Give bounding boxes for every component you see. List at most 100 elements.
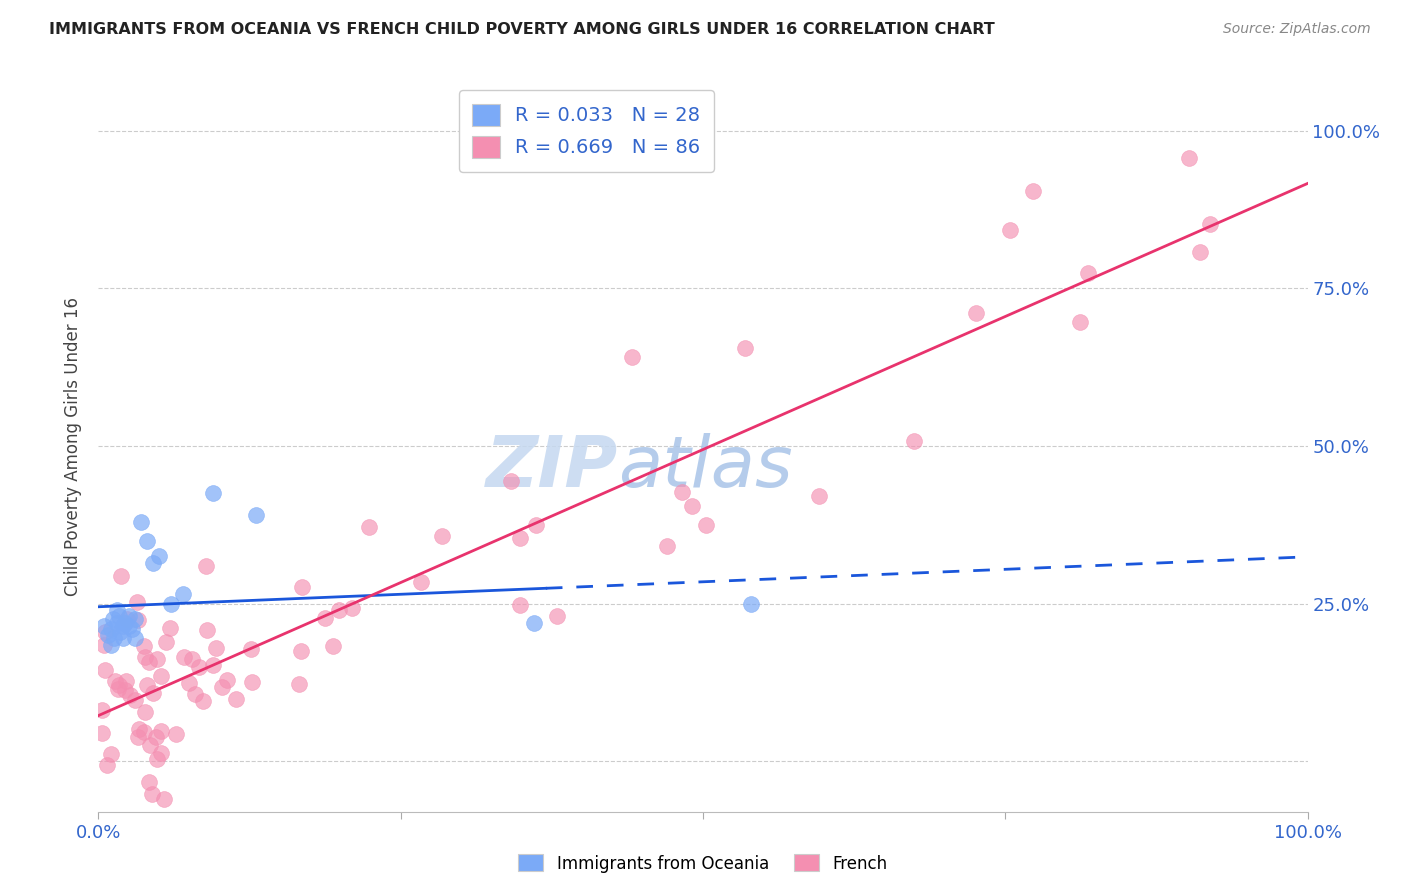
Point	[202, 486, 225, 500]
Point	[146, 752, 169, 766]
Point	[160, 597, 183, 611]
Point	[501, 475, 523, 489]
Point	[114, 673, 136, 688]
Point	[965, 306, 987, 320]
Point	[118, 618, 141, 632]
Point	[93, 638, 115, 652]
Point	[155, 634, 177, 648]
Y-axis label: Child Poverty Among Girls Under 16: Child Poverty Among Girls Under 16	[65, 296, 83, 596]
Point	[432, 529, 454, 543]
Point	[108, 609, 131, 624]
Point	[141, 787, 163, 801]
Point	[120, 688, 142, 702]
Point	[103, 632, 125, 646]
Point	[139, 738, 162, 752]
Point	[129, 515, 152, 529]
Point	[328, 602, 350, 616]
Point	[100, 622, 122, 636]
Point	[1077, 266, 1099, 280]
Point	[101, 612, 124, 626]
Point	[195, 623, 218, 637]
Point	[145, 731, 167, 745]
Point	[128, 722, 150, 736]
Point	[211, 680, 233, 694]
Point	[118, 609, 141, 624]
Point	[1000, 223, 1022, 237]
Point	[183, 688, 205, 702]
Point	[181, 651, 204, 665]
Point	[132, 640, 155, 654]
Point	[671, 485, 693, 500]
Point	[1022, 184, 1045, 198]
Point	[740, 597, 762, 611]
Point	[127, 731, 149, 745]
Point	[94, 663, 117, 677]
Point	[114, 615, 136, 630]
Point	[94, 624, 117, 639]
Point	[114, 683, 136, 698]
Point	[107, 678, 129, 692]
Point	[509, 598, 531, 612]
Point	[125, 595, 148, 609]
Point	[288, 677, 311, 691]
Point	[194, 559, 217, 574]
Text: atlas: atlas	[619, 434, 793, 502]
Point	[314, 611, 336, 625]
Point	[93, 618, 115, 632]
Point	[104, 674, 127, 689]
Point	[134, 650, 156, 665]
Point	[132, 725, 155, 739]
Point	[188, 659, 211, 673]
Point	[173, 649, 195, 664]
Point	[150, 724, 173, 739]
Point	[138, 775, 160, 789]
Point	[245, 508, 267, 523]
Text: IMMIGRANTS FROM OCEANIA VS FRENCH CHILD POVERTY AMONG GIRLS UNDER 16 CORRELATION: IMMIGRANTS FROM OCEANIA VS FRENCH CHILD …	[49, 22, 995, 37]
Point	[240, 641, 263, 656]
Point	[136, 678, 159, 692]
Point	[523, 615, 546, 630]
Point	[546, 608, 568, 623]
Point	[142, 556, 165, 570]
Legend: R = 0.033   N = 28, R = 0.669   N = 86: R = 0.033 N = 28, R = 0.669 N = 86	[458, 90, 714, 172]
Point	[124, 612, 146, 626]
Point	[340, 600, 363, 615]
Point	[1069, 315, 1091, 329]
Point	[142, 686, 165, 700]
Point	[1199, 217, 1222, 231]
Point	[97, 628, 120, 642]
Point	[91, 725, 114, 739]
Point	[620, 351, 643, 365]
Point	[290, 644, 312, 658]
Point	[107, 682, 129, 697]
Point	[121, 622, 143, 636]
Point	[115, 612, 138, 626]
Point	[100, 747, 122, 761]
Point	[150, 746, 173, 760]
Point	[215, 673, 238, 687]
Point	[111, 618, 134, 632]
Point	[1178, 151, 1201, 165]
Point	[153, 792, 176, 806]
Point	[655, 540, 678, 554]
Point	[807, 489, 830, 503]
Point	[411, 574, 433, 589]
Point	[124, 632, 146, 646]
Point	[105, 615, 128, 630]
Point	[124, 693, 146, 707]
Point	[127, 613, 149, 627]
Point	[138, 655, 160, 669]
Point	[172, 587, 194, 601]
Point	[108, 625, 131, 640]
Text: Source: ZipAtlas.com: Source: ZipAtlas.com	[1223, 22, 1371, 37]
Point	[205, 640, 228, 655]
Point	[291, 580, 314, 594]
Point	[201, 657, 224, 672]
Point	[509, 531, 531, 545]
Point	[135, 533, 157, 548]
Point	[903, 434, 925, 449]
Point	[146, 652, 169, 666]
Point	[110, 569, 132, 583]
Point	[150, 669, 173, 683]
Point	[695, 518, 717, 533]
